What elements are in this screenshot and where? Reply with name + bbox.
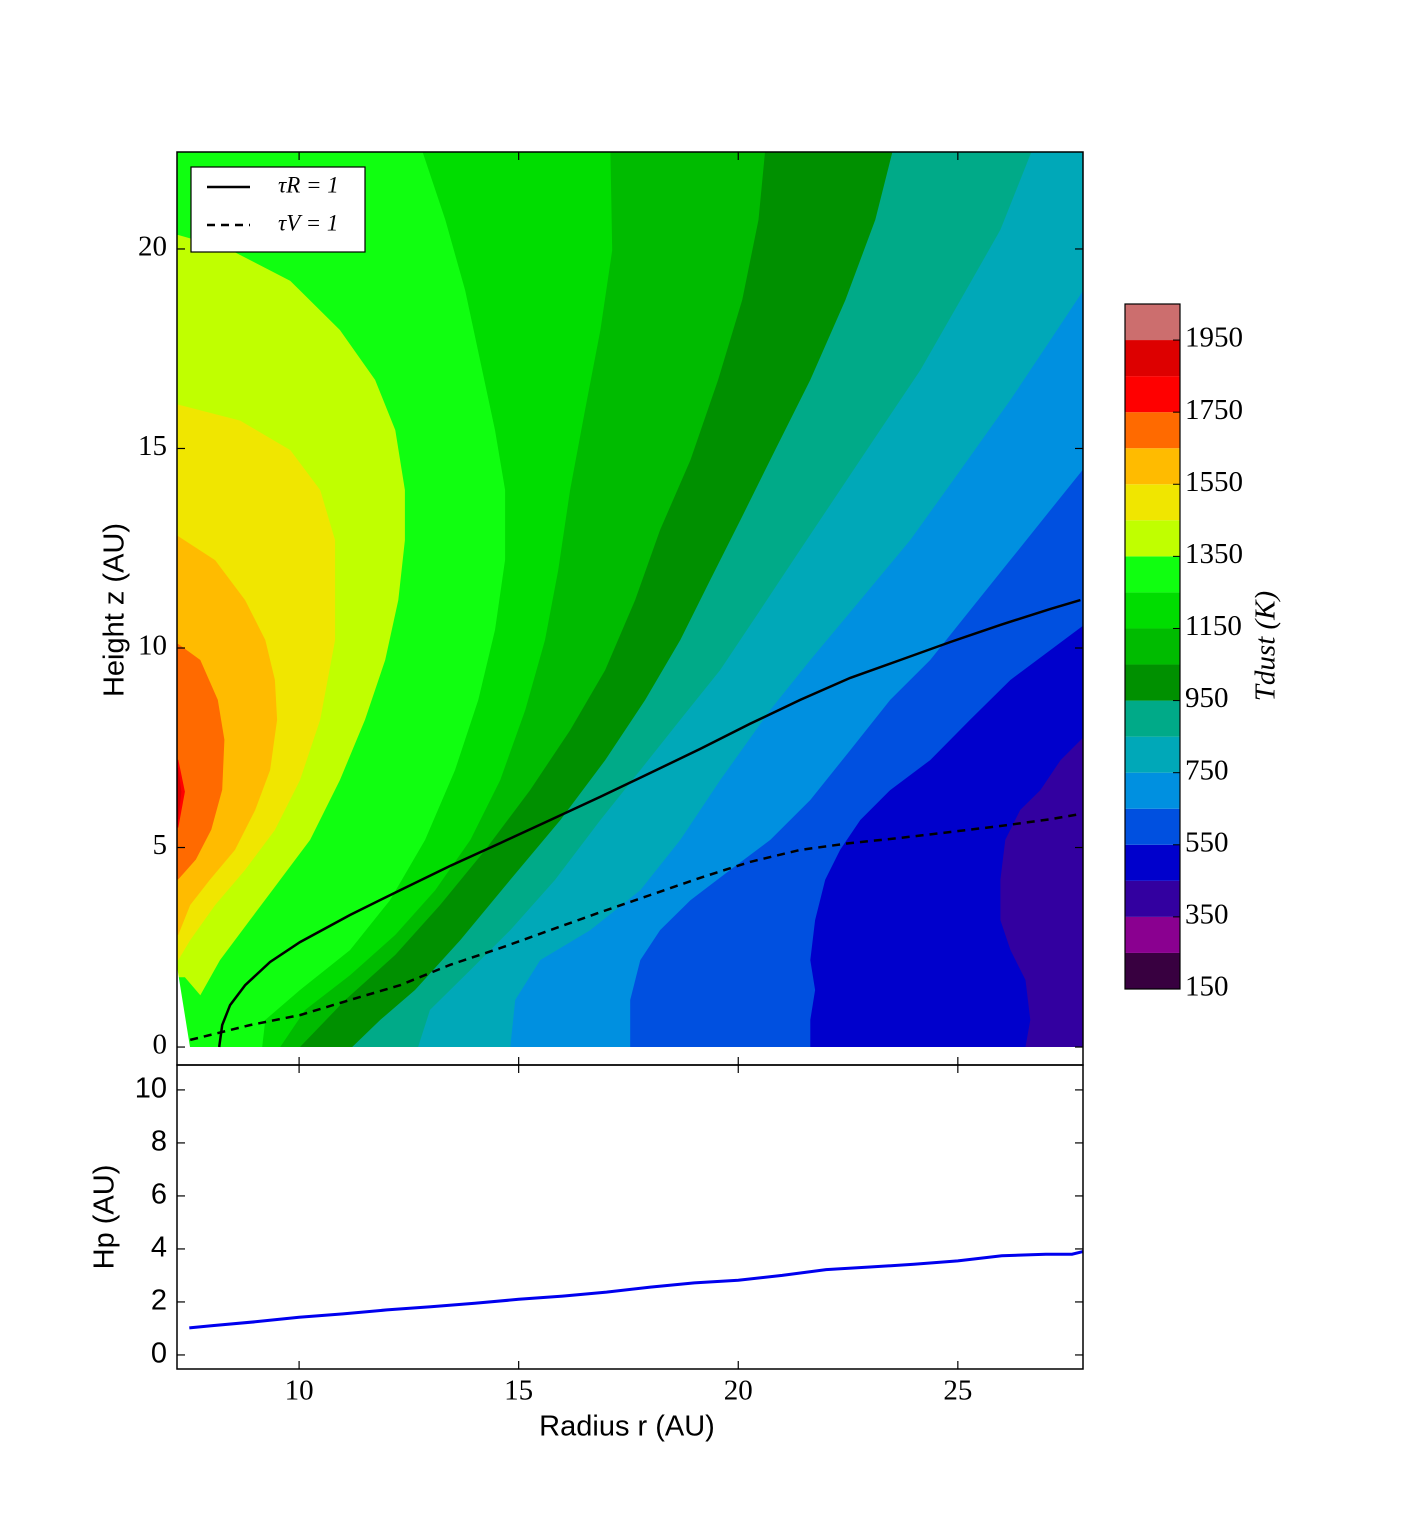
optical-depth-line [189, 812, 1081, 1042]
colorbar-band [1125, 628, 1180, 665]
legend-label: τV = 1 [278, 210, 338, 235]
colorbar-band [1125, 484, 1180, 521]
contour-fills [177, 152, 1083, 1047]
colorbar-band [1125, 520, 1180, 557]
x-tick-label: 25 [943, 1375, 972, 1407]
colorbar-band [1125, 340, 1180, 377]
y-tick-label: 4 [151, 1232, 167, 1264]
colorbar-band [1125, 952, 1180, 989]
x-tick-label: 15 [504, 1375, 533, 1407]
colorbar-band [1125, 916, 1180, 953]
colorbar-band [1125, 772, 1180, 809]
colorbar-tick-label: 950 [1185, 682, 1229, 714]
colorbar-tick-label: 1950 [1185, 322, 1243, 354]
colorbar-tick-label: 550 [1185, 826, 1229, 858]
colorbar-band [1125, 448, 1180, 485]
y-tick-label: 20 [138, 231, 167, 263]
x-tick-label: 20 [724, 1375, 753, 1407]
line [189, 1250, 1084, 1330]
y-tick-label: 6 [151, 1179, 167, 1211]
colorbar-band [1125, 304, 1180, 341]
colorbar-band [1125, 808, 1180, 845]
legend-label: τR = 1 [278, 172, 339, 197]
y-tick-label: 0 [153, 1029, 168, 1061]
y-tick-label: 0 [151, 1338, 167, 1370]
colorbar-band [1125, 376, 1180, 413]
axes-frame [176, 1064, 1084, 1370]
legend-box [190, 166, 366, 253]
colorbar-tick-label: 1550 [1185, 466, 1243, 498]
colorbar-band [1125, 880, 1180, 917]
optical-depth-line [217, 598, 1081, 1048]
colorbar-band [1125, 412, 1180, 449]
colorbar-band [1125, 556, 1180, 593]
y-axis-label: Hp (AU) [89, 1165, 121, 1270]
x-tick-label: 10 [285, 1375, 314, 1407]
y-axis-label: Height z (AU) [99, 523, 131, 697]
y-tick-label: 8 [151, 1126, 167, 1158]
contour-region [177, 767, 182, 820]
x-axis-label: Radius r (AU) [539, 1411, 715, 1443]
colorbar-frame [1124, 303, 1181, 990]
colorbar-band [1125, 844, 1180, 881]
colorbar-tick-label: 750 [1185, 754, 1229, 786]
domain-mask [176, 960, 190, 1047]
colorbar-tick-label: 1150 [1185, 610, 1242, 642]
y-tick-label: 5 [153, 829, 168, 861]
colorbar-band [1125, 664, 1180, 701]
colorbar-tick-label: 350 [1185, 899, 1229, 931]
colorbar-tick-label: 1350 [1185, 538, 1243, 570]
y-tick-label: 2 [151, 1285, 167, 1317]
y-tick-label: 10 [135, 1073, 167, 1105]
colorbar-tick-label: 1750 [1185, 394, 1243, 426]
y-tick-label: 15 [138, 430, 167, 462]
colorbar-band [1125, 736, 1180, 773]
contour-region [177, 644, 225, 880]
colorbar-tick-label: 150 [1185, 971, 1229, 1003]
y-tick-label: 10 [138, 630, 167, 662]
colorbar-band [1125, 592, 1180, 629]
colorbar-band [1125, 700, 1180, 737]
colorbar-label: Tdust (K) [1250, 591, 1282, 701]
